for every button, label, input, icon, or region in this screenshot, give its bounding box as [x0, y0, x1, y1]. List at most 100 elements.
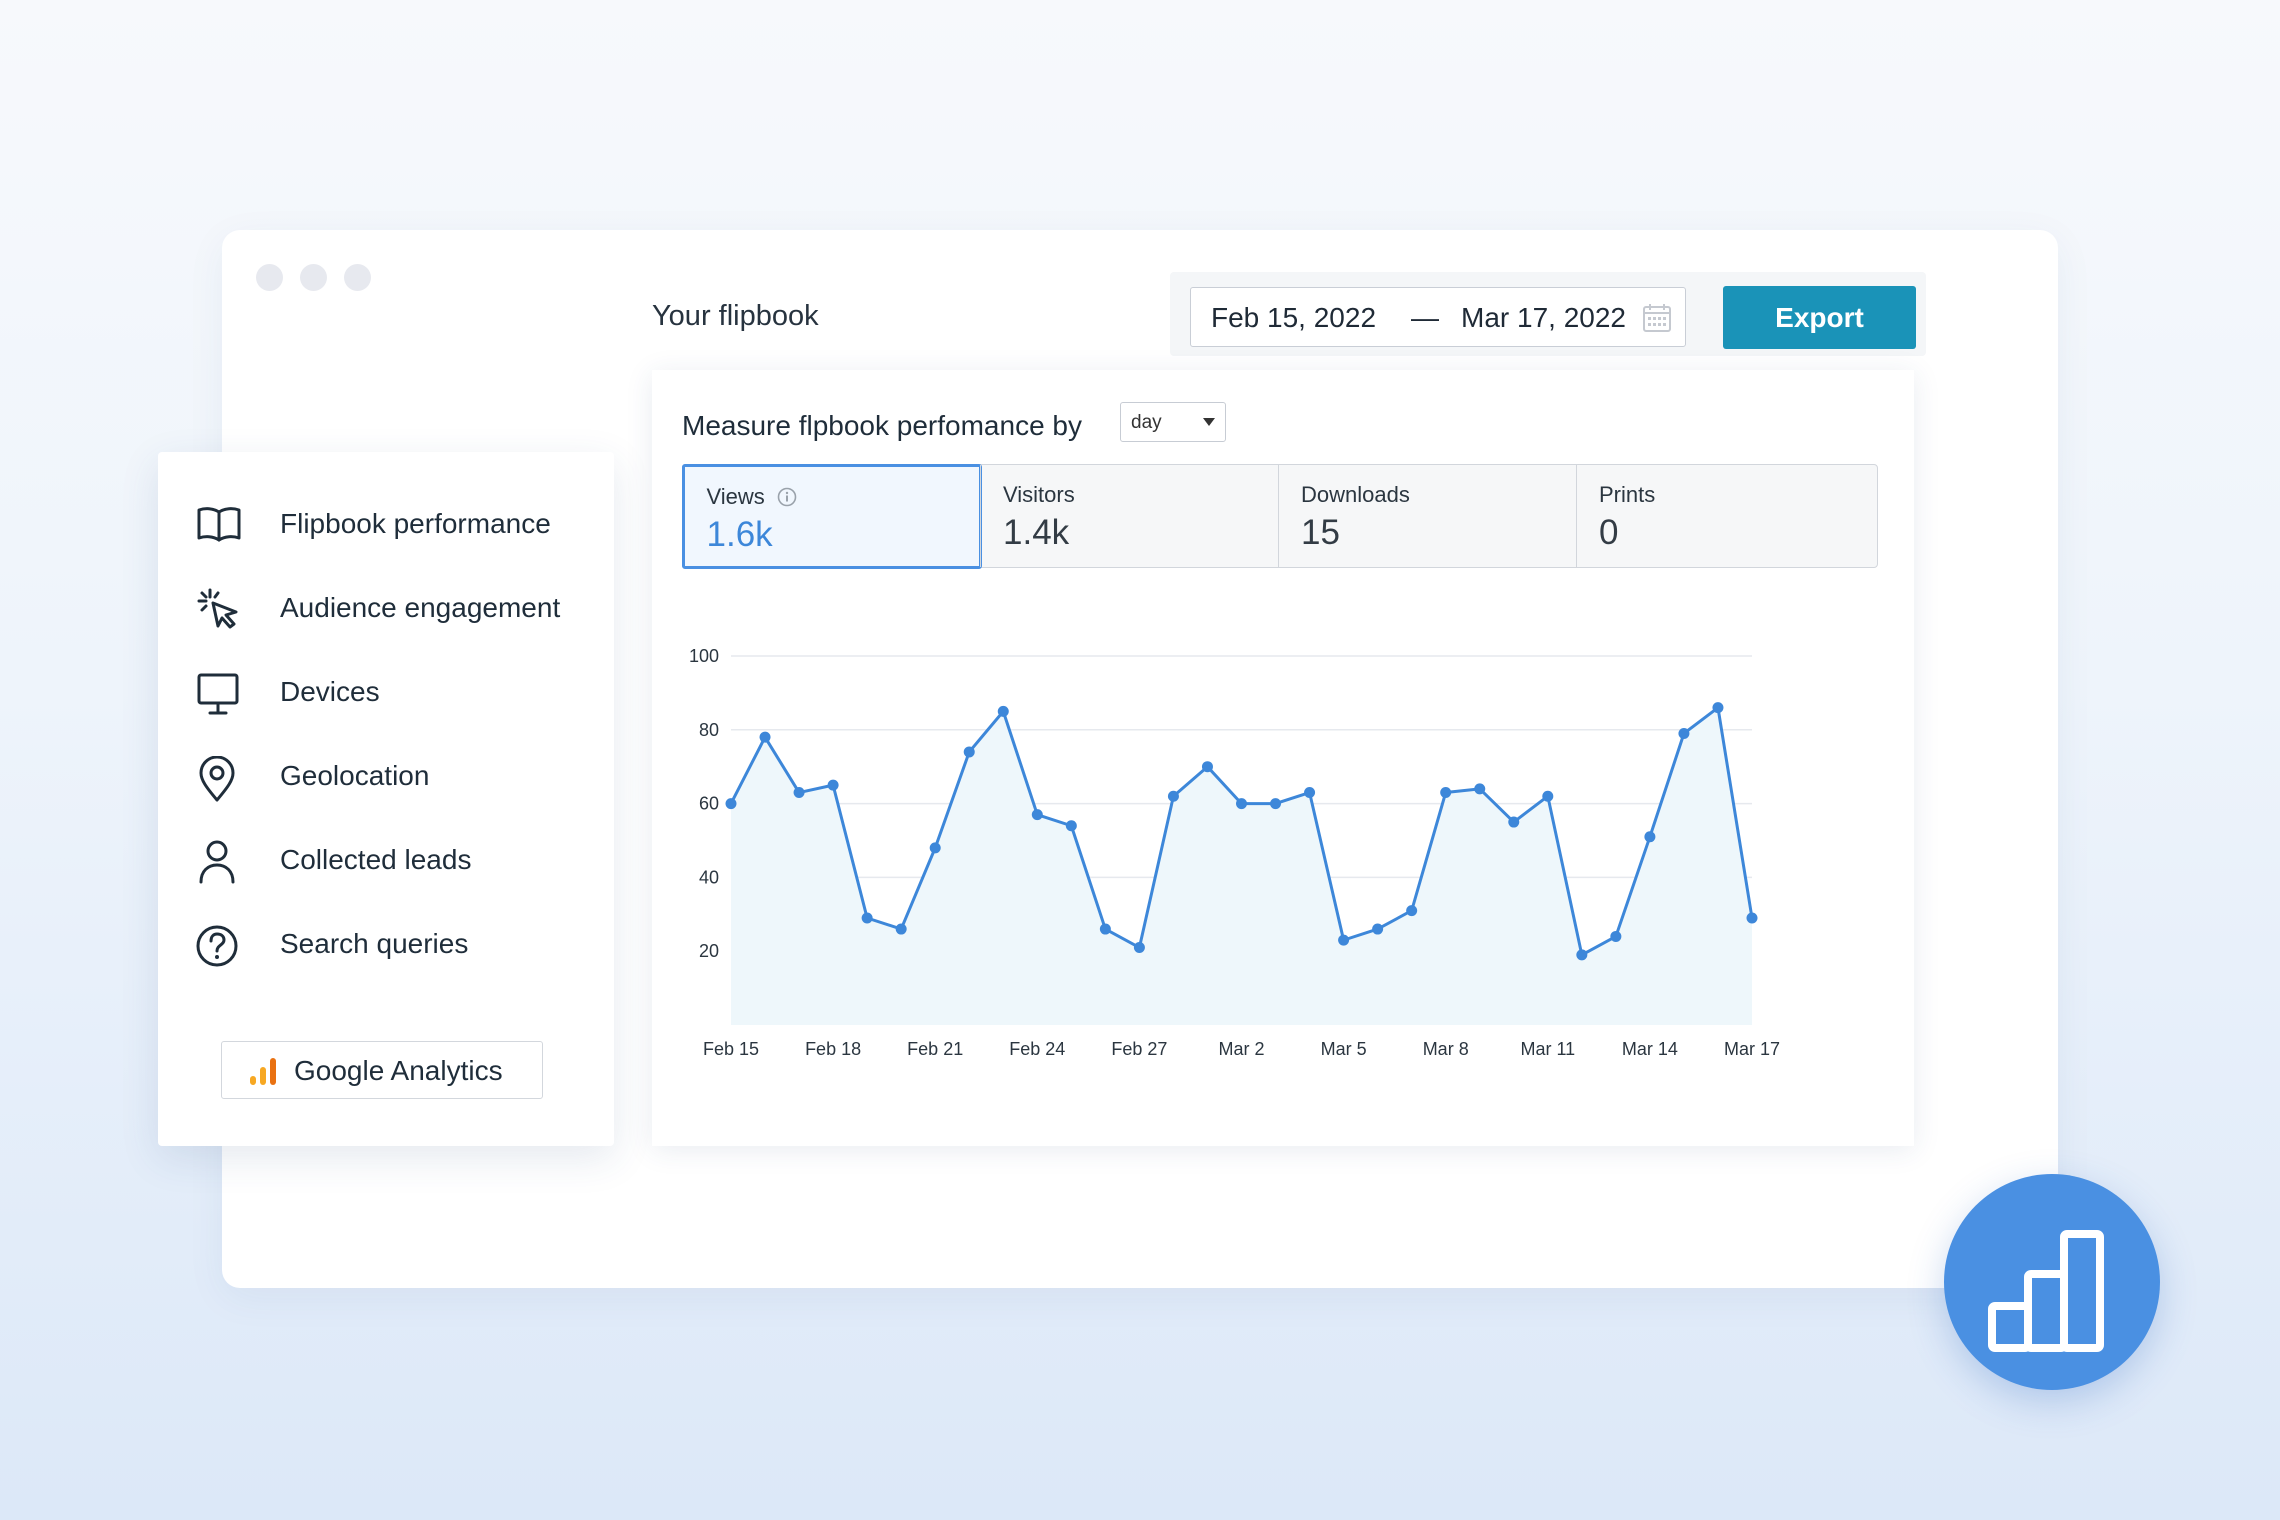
window-dot[interactable] [300, 264, 327, 291]
metric-views[interactable]: Views 1.6k [681, 463, 982, 569]
sidebar-item-label: Flipbook performance [280, 508, 551, 539]
export-button[interactable]: Export [1723, 286, 1916, 349]
metric-label: Visitors [1003, 482, 1075, 507]
x-tick-label: Feb 27 [1111, 1039, 1167, 1059]
data-point [1133, 942, 1145, 954]
window-dot[interactable] [256, 264, 283, 291]
data-point [997, 705, 1009, 717]
metric-prints[interactable]: Prints 0 [1576, 465, 1873, 567]
sidebar-item-label: Audience engagement [280, 592, 561, 623]
data-point [725, 798, 737, 810]
y-tick-label: 40 [699, 867, 719, 887]
metric-value: 1.4k [1003, 513, 1070, 552]
sidebar-item-search-queries[interactable]: Search queries [196, 920, 596, 970]
google-analytics-button[interactable]: Google Analytics [221, 1041, 543, 1099]
x-tick-label: Mar 2 [1218, 1039, 1264, 1059]
data-point [1542, 790, 1554, 802]
series-area [731, 707, 1752, 1025]
x-tick-label: Feb 15 [703, 1039, 759, 1059]
x-tick-label: Feb 21 [907, 1039, 963, 1059]
sidebar-item-flipbook-performance[interactable]: Flipbook performance [196, 500, 596, 550]
page-title: Your flipbook [652, 300, 819, 332]
metric-downloads[interactable]: Downloads 15 [1278, 465, 1576, 567]
sidebar-item-label: Collected leads [280, 844, 472, 875]
data-point [759, 731, 771, 743]
date-to[interactable]: Mar 17, 2022 [1461, 302, 1626, 333]
metric-label: Prints [1599, 482, 1656, 507]
y-tick-label: 80 [699, 720, 719, 740]
y-tick-label: 100 [689, 646, 719, 666]
sidebar-item-label: Devices [280, 676, 380, 707]
views-chart: 20 40 60 80 100 Feb 15 Feb 18 Feb 21 Feb 24 Feb 2… [689, 646, 1780, 1059]
google-analytics-icon [250, 1058, 276, 1085]
period-select[interactable]: day [1120, 402, 1226, 442]
data-point [1644, 831, 1656, 843]
window-dot[interactable] [344, 264, 371, 291]
data-point [861, 912, 873, 924]
metric-value: 1.6k [706, 514, 773, 554]
question-circle-icon [196, 925, 238, 967]
data-point [1270, 798, 1282, 810]
data-point [1610, 930, 1622, 942]
bar-chart-icon [1988, 1230, 2104, 1352]
google-analytics-label: Google Analytics [294, 1055, 503, 1086]
sidebar: Flipbook performance Audience engagement… [158, 452, 614, 1146]
info-icon[interactable] [777, 487, 797, 507]
data-point [793, 787, 805, 799]
window-controls [256, 264, 371, 291]
x-tick-label: Feb 24 [1009, 1039, 1065, 1059]
sidebar-item-collected-leads[interactable]: Collected leads [196, 836, 596, 886]
data-point [929, 842, 941, 854]
data-point [1440, 787, 1452, 799]
analytics-fab[interactable] [1944, 1174, 2160, 1390]
x-tick-label: Mar 14 [1622, 1039, 1678, 1059]
metric-value: 15 [1301, 513, 1340, 552]
x-tick-label: Mar 5 [1321, 1039, 1367, 1059]
date-range-picker[interactable]: Feb 15, 2022 — Mar 17, 2022 [1190, 287, 1686, 347]
sidebar-item-devices[interactable]: Devices [196, 668, 596, 718]
sidebar-item-label: Search queries [280, 928, 469, 959]
data-point [1065, 820, 1077, 832]
metric-label: Downloads [1301, 482, 1410, 507]
data-point [1372, 923, 1384, 935]
date-from[interactable]: Feb 15, 2022 [1211, 302, 1377, 333]
caret-down-icon [1203, 418, 1215, 426]
y-tick-label: 20 [699, 941, 719, 961]
user-icon [199, 840, 235, 884]
monitor-icon [197, 673, 239, 715]
data-point [1236, 798, 1247, 810]
data-point [1338, 934, 1350, 946]
metric-visitors[interactable]: Visitors 1.4k [980, 465, 1278, 567]
data-point [827, 779, 839, 791]
data-point [1304, 787, 1316, 799]
data-point [1167, 790, 1179, 802]
data-point [1678, 727, 1690, 739]
data-point [1406, 905, 1418, 917]
location-pin-icon [199, 756, 235, 802]
data-point [963, 746, 975, 758]
measure-label: Measure flpbook perfomance by [682, 410, 1082, 441]
period-select-value: day [1131, 412, 1162, 433]
data-point [1576, 949, 1588, 961]
data-point [1474, 783, 1486, 795]
sidebar-item-audience-engagement[interactable]: Audience engagement [196, 584, 596, 634]
sidebar-item-label: Geolocation [280, 760, 430, 791]
data-point [1201, 761, 1213, 773]
data-point [1099, 923, 1111, 935]
x-tick-label: Mar 11 [1520, 1039, 1575, 1059]
data-point [1508, 816, 1520, 828]
performance-card: Measure flpbook perfomance by day Views … [652, 370, 1914, 1146]
sidebar-item-geolocation[interactable]: Geolocation [196, 752, 596, 802]
book-icon [197, 507, 241, 542]
metric-label: Views [706, 483, 765, 509]
data-point [1031, 809, 1043, 821]
calendar-icon[interactable] [1641, 302, 1673, 334]
metrics-tabs: Views 1.6k Visitors 1.4k Downloads 15 Pr… [681, 463, 1878, 569]
data-point [1712, 702, 1724, 714]
date-separator: — [1411, 302, 1439, 333]
x-tick-label: Mar 17 [1724, 1039, 1780, 1059]
data-point [1746, 912, 1758, 924]
y-tick-label: 60 [699, 794, 719, 814]
x-tick-label: Mar 8 [1423, 1039, 1469, 1059]
cursor-click-icon [197, 588, 238, 629]
